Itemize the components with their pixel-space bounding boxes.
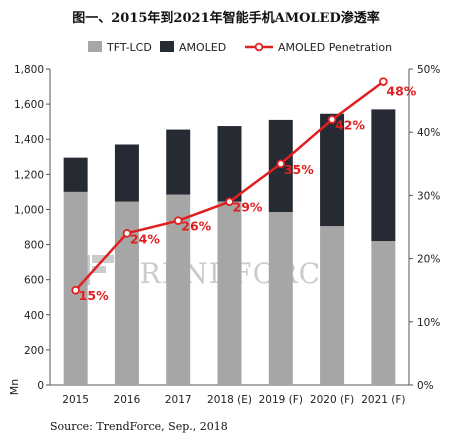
- bar-tft-lcd: [320, 226, 345, 385]
- y-left-tick-label: 1,200: [14, 169, 44, 181]
- x-categories: 2015 2016 2017 2018 (E) 2019 (F) 2020 (F) 2021…: [62, 394, 405, 406]
- bar-tft-lcd: [268, 212, 293, 385]
- bar-amoled: [114, 144, 139, 202]
- x-category-label: 2020 (F): [310, 394, 354, 406]
- penetration-line: 15% 24% 26% 29% 35% 42% 48%: [71, 77, 417, 303]
- legend-marker-penetration: [254, 42, 264, 52]
- bar-tft-lcd: [166, 194, 191, 385]
- penetration-point: [276, 159, 286, 169]
- y-left-tick-label: 1,800: [14, 64, 44, 76]
- legend-label-amoled: AMOLED: [179, 41, 226, 54]
- chart-title: 图一、2015年到2021年智能手机AMOLED渗透率: [72, 10, 380, 26]
- y-right-tick-label: 50%: [417, 64, 440, 76]
- source-note: Source: TrendForce, Sep., 2018: [50, 420, 228, 433]
- legend: TFT-LCD AMOLED AMOLED Penetration: [88, 41, 392, 54]
- x-category-label: 2019 (F): [259, 394, 303, 406]
- x-category-label: 2018 (E): [207, 394, 252, 406]
- penetration-label: 24%: [130, 231, 160, 246]
- bar-tft-lcd: [217, 201, 242, 385]
- penetration-label: 15%: [79, 288, 109, 303]
- y-unit-label: Mn: [8, 379, 21, 395]
- y-right-tick-label: 0%: [417, 380, 434, 392]
- x-category-label: 2021 (F): [361, 394, 405, 406]
- penetration-point: [71, 285, 80, 295]
- penetration-label: 29%: [233, 200, 263, 215]
- bar-amoled: [371, 109, 396, 242]
- bar-amoled: [217, 126, 242, 202]
- watermark-logo-mark: [92, 266, 106, 273]
- bar-amoled: [63, 157, 88, 192]
- y-right-tick-label: 10%: [417, 317, 440, 329]
- legend-label-tft-lcd: TFT-LCD: [106, 41, 152, 54]
- y-right-tick-label: 20%: [417, 254, 440, 266]
- y-left-tick-label: 200: [24, 345, 44, 357]
- y-left-tick-label: 1,000: [14, 204, 44, 216]
- y-left-tick-label: 800: [24, 240, 44, 252]
- penetration-point: [122, 229, 132, 238]
- y-left-tick-label: 0: [37, 380, 44, 392]
- penetration-label: 42%: [335, 118, 365, 133]
- legend-swatch-tft-lcd: [88, 41, 102, 52]
- penetration-point: [173, 216, 183, 225]
- legend-label-penetration: AMOLED Penetration: [278, 41, 392, 54]
- y-left-tick-label: 600: [24, 275, 44, 287]
- x-category-label: 2016: [114, 394, 141, 406]
- penetration-label: 48%: [386, 84, 416, 99]
- axes: 0 200 400 600 800 1,000 1,200 1,400 1,600 1,800 0%…: [14, 64, 440, 392]
- penetration-label: 26%: [181, 219, 211, 234]
- bar-amoled: [166, 129, 191, 195]
- y-left-tick-label: 1,600: [14, 99, 44, 111]
- x-category-label: 2015: [62, 394, 89, 406]
- bar-tft-lcd: [371, 241, 396, 385]
- penetration-point: [327, 115, 337, 124]
- penetration-label: 35%: [284, 162, 314, 177]
- legend-swatch-amoled: [160, 41, 174, 52]
- y-right-tick-label: 30%: [417, 190, 440, 202]
- y-left-tick-label: 400: [24, 310, 44, 322]
- bar-amoled: [320, 113, 345, 227]
- penetration-point: [379, 77, 388, 86]
- y-left-tick-label: 1,400: [14, 134, 44, 146]
- y-right-tick-label: 40%: [417, 127, 440, 139]
- penetration-point: [225, 197, 234, 207]
- x-category-label: 2017: [165, 394, 192, 406]
